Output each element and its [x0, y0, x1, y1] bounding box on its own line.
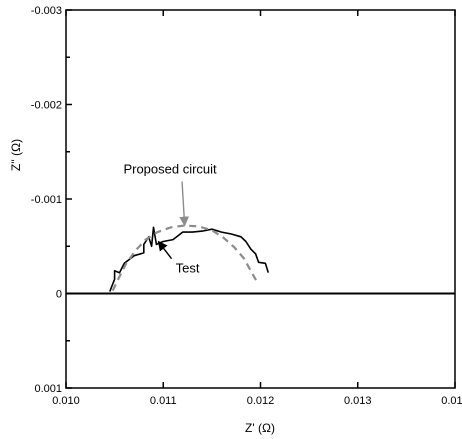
x-tick-label: 0.014	[441, 395, 462, 407]
annotation-arrow	[157, 240, 173, 260]
series-line-1	[111, 224, 258, 292]
y-tick-label: -0.002	[31, 100, 62, 112]
y-tick-label: 0	[56, 289, 62, 301]
annotations-group: Proposed circuit Test	[123, 161, 217, 275]
x-axis-label: Z' (Ω)	[245, 421, 275, 435]
annotation-label: Test	[176, 261, 200, 276]
annotation-label: Proposed circuit	[123, 161, 217, 176]
y-tick-label: -0.001	[31, 194, 62, 206]
x-tick-label: 0.012	[247, 395, 275, 407]
annotation-arrow	[179, 181, 190, 227]
series-group	[109, 224, 270, 292]
series-line-0	[109, 226, 270, 292]
y-axis-label: Z'' (Ω)	[9, 139, 23, 171]
x-tick-label: 0.013	[344, 395, 372, 407]
y-tick-label: -0.003	[31, 5, 62, 17]
x-tick-label: 0.011	[150, 395, 177, 407]
axis-ticks: 0.010 0.011 0.012 0.013 0.014 -0.003 -0.002 -0.…	[31, 5, 462, 407]
x-tick-label: 0.010	[52, 395, 80, 407]
y-tick-label: 0.001	[34, 383, 62, 395]
plot-frame	[65, 9, 456, 389]
